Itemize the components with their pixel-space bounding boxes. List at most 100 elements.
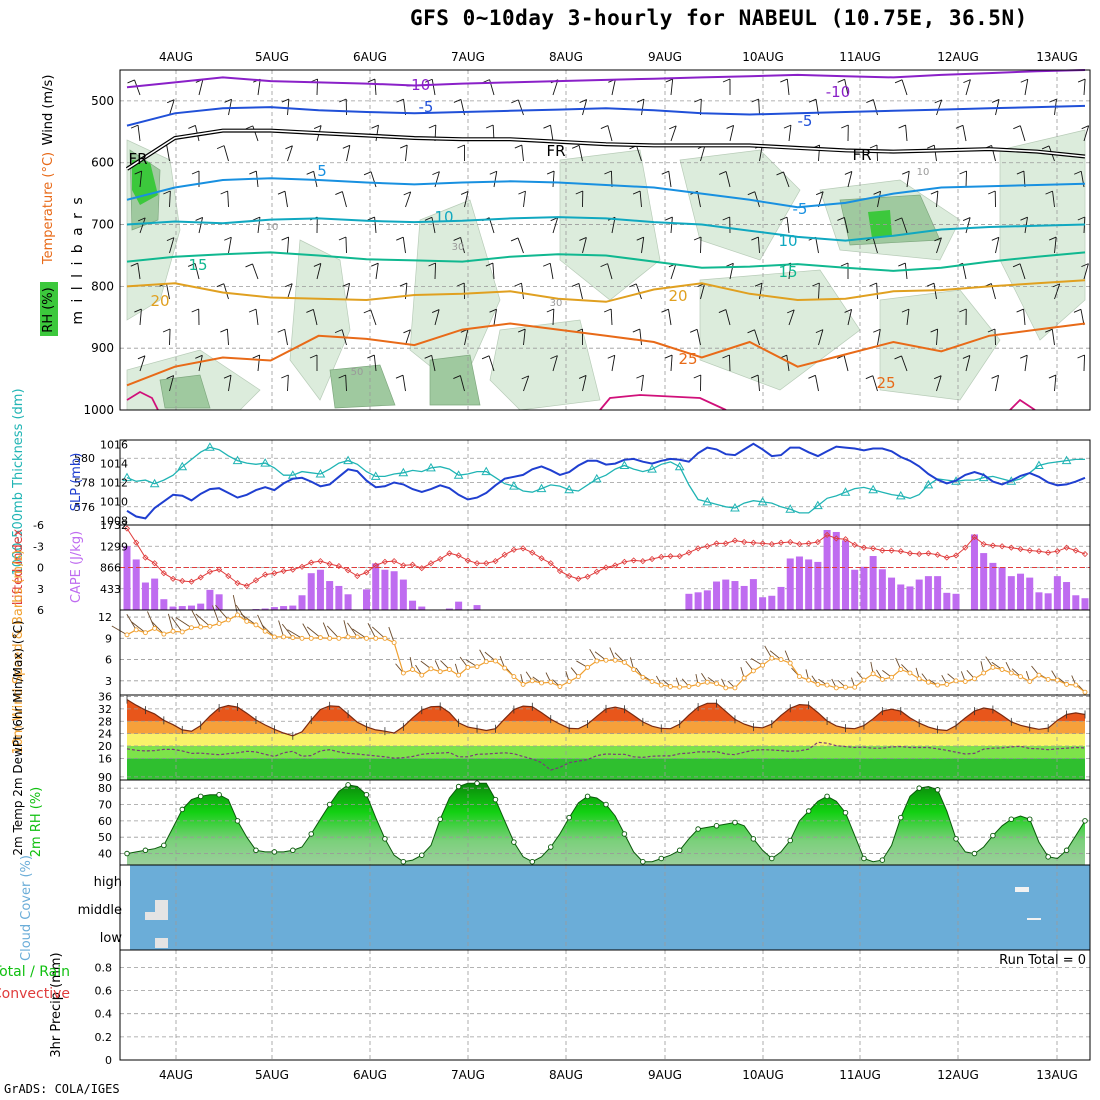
upper-wind-barb [641,99,645,116]
upper-wind-barb [872,375,878,392]
slp-tick: 1014 [100,458,128,471]
wind-barb [347,622,358,638]
rh-marker [1063,847,1070,854]
upper-wind-barb [582,237,587,254]
wind-barb [322,622,331,639]
upper-wind-barb-flag [431,309,440,313]
thickness-marker [813,500,823,510]
upper-wind-barb [287,374,289,392]
upper-wind-barb-flag [694,98,702,103]
precip-tick: 0 [105,1054,112,1067]
cape-tick: 433 [100,583,121,596]
li-marker [639,558,646,565]
upper-wind-barb [668,171,672,188]
upper-wind-barb [700,145,706,162]
rh-marker [492,796,499,803]
data-marks [111,69,1090,865]
rh-shade [999,129,1086,341]
temp-tick: 36 [98,691,112,704]
upper-wind-barb-flag [338,236,347,241]
upper-wind-barb-flag [335,191,343,195]
upper-wind-barb-flag [930,328,938,333]
wind-barb [235,604,248,622]
upper-wind-barb [844,79,849,96]
upper-wind-barb [402,237,406,254]
upper-wind-barb-flag [869,282,877,287]
contour-label: FR [852,146,871,164]
cape-bar [786,558,794,610]
li-marker [381,558,388,565]
rh-marker [990,832,996,839]
upper-wind-barb-flag [424,216,433,221]
cloud-cell [155,938,168,948]
cape-bar [1007,576,1015,610]
cape-bar [795,556,803,610]
contour-label: 10 [778,232,797,250]
upper-wind-barb-flag [873,190,881,195]
upper-wind-barb-flag [779,216,788,221]
upper-wind-barb-flag [245,125,253,130]
cape-bar [1035,592,1043,610]
cape-bar [823,530,831,610]
day-tick-bottom: 6AUG [353,1068,387,1082]
thickness-marker [453,470,464,479]
day-tick-top: 9AUG [648,50,682,64]
upper-wind-barb-flag [959,308,967,313]
upper-wind-barb [169,328,171,346]
li-marker [999,543,1006,550]
upper-wind-barb [434,309,440,326]
upper-wind-barb [169,237,175,254]
upper-wind-barb-flag [460,190,469,195]
upper-wind-barb-flag [428,124,437,129]
upper-wind-barb [905,125,908,142]
cape-bar [1017,573,1025,610]
cape-bar [390,571,398,610]
upper-wind-barb [965,79,971,96]
upper-wind-barb [965,355,971,372]
upper-wind-barb [194,263,200,280]
day-tick-top: 7AUG [451,50,485,64]
wind-barb [240,613,257,626]
upper-wind-barb-flag [281,374,289,379]
upper-wind-barb [169,190,171,208]
upper-wind-barb [754,191,760,208]
upper-wind-barb-flag [747,329,755,334]
contour-label: 15 [778,263,797,281]
upper-wind-barb-flag [428,262,436,267]
li-marker [179,577,186,585]
contour-label: 20 [150,292,169,310]
cloud-cell [1015,887,1029,892]
day-tick-top: 5AUG [255,50,289,64]
upper-wind-barb-flag [514,282,522,287]
upper-wind-barb [521,145,524,162]
isotherm-freezing-core [126,129,1086,170]
isotherm-10 [126,216,1086,242]
upper-wind-barb-flag [578,374,587,379]
upper-wind-barb [670,125,677,142]
upper-wind-barb-flag [457,282,465,287]
upper-wind-barb [460,237,465,254]
upper-wind-barb-flag [252,354,260,359]
wind-speed-marker [317,635,323,641]
rh-marker [474,780,480,787]
wind-speed-marker [972,676,977,682]
li-marker [252,577,260,584]
upper-wind-barb [198,355,203,372]
rh-marker [363,791,370,798]
rh-legend-swatch [40,282,58,336]
cape-bar [713,581,721,610]
thickness-marker [923,479,934,489]
li-marker [602,564,610,571]
temp-band [127,699,1085,722]
thickness-marker [481,466,492,476]
upper-wind-barb-flag [816,191,824,196]
rh-marker [124,850,130,857]
upper-wind-barb-flag [955,124,964,129]
upper-wind-barb [493,309,497,326]
rh-marker [271,849,278,855]
temp-tick: 32 [98,703,112,716]
upper-wind-barb [257,79,261,96]
upper-wind-barb-flag [926,282,935,287]
cape-bar [1081,598,1089,610]
rh-marker [1045,854,1051,860]
